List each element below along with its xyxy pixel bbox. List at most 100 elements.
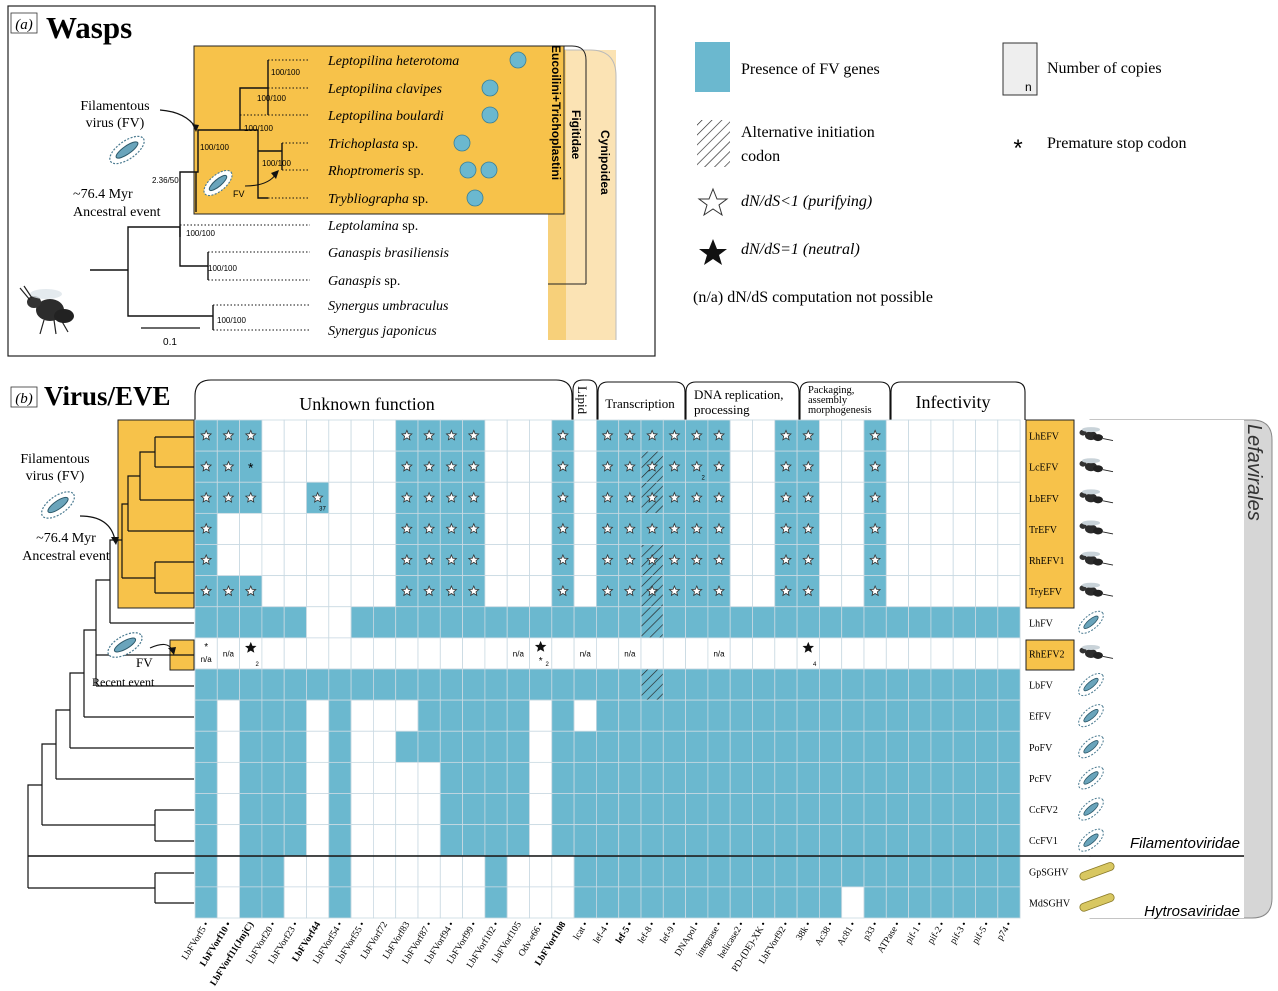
matrix-cell <box>952 761 976 794</box>
purifying-star <box>802 491 815 503</box>
matrix-cell <box>774 824 798 857</box>
na-mark: n/a <box>513 649 525 658</box>
purifying-star <box>802 522 815 534</box>
matrix-cell <box>640 761 664 794</box>
matrix-cell <box>662 855 686 888</box>
matrix-cell <box>462 637 486 670</box>
purifying-star <box>646 522 659 534</box>
matrix-cell <box>952 419 976 452</box>
ancestral-highlight <box>117 419 195 609</box>
matrix-cell <box>930 450 954 483</box>
matrix-cell <box>997 544 1021 577</box>
matrix-cell <box>283 699 307 732</box>
gene-label: lcat • <box>572 920 591 942</box>
purifying-star <box>423 429 436 441</box>
taxon-label: Leptopilina boulardi <box>327 109 444 124</box>
matrix-cell <box>863 730 887 763</box>
matrix-cell <box>863 637 887 670</box>
matrix-cell <box>662 637 686 670</box>
purifying-star <box>423 460 436 472</box>
purifying-star <box>690 429 703 441</box>
matrix-cell <box>662 793 686 826</box>
matrix-cell <box>796 824 820 857</box>
stop-codon-mark: * <box>539 656 543 667</box>
matrix-cell <box>573 606 597 639</box>
matrix-cell <box>707 699 731 732</box>
purifying-star <box>445 460 458 472</box>
matrix-cell <box>908 544 932 577</box>
ancestral-b-2: Ancestral event <box>22 549 110 564</box>
matrix-cell <box>841 450 865 483</box>
matrix-cell <box>573 855 597 888</box>
matrix-cell <box>372 855 397 888</box>
matrix-cell <box>729 544 753 577</box>
matrix-cell <box>752 544 776 577</box>
legend-copies-swatch <box>1002 42 1038 96</box>
matrix-cell <box>506 606 530 639</box>
virus-icon <box>1078 828 1104 852</box>
matrix-cell <box>350 855 374 888</box>
matrix-cell <box>752 637 776 670</box>
purifying-star <box>467 429 480 441</box>
matrix-cell <box>573 730 597 763</box>
matrix-cell <box>729 886 753 919</box>
matrix-cell <box>707 824 731 857</box>
matrix-cell <box>283 606 307 639</box>
matrix-cell <box>551 761 575 794</box>
matrix-cell <box>863 606 887 639</box>
matrix-cell <box>372 544 397 577</box>
matrix-cell <box>261 450 285 483</box>
wasp-ovipositor <box>1102 500 1114 504</box>
fv-presence-dot <box>481 79 499 97</box>
matrix-cell <box>819 606 843 639</box>
matrix-cell <box>975 637 999 670</box>
matrix-cell <box>930 793 954 826</box>
purifying-star <box>623 553 636 566</box>
purifying-star <box>423 584 436 597</box>
purifying-star <box>646 584 659 597</box>
virus-tree <box>27 436 194 904</box>
matrix-cell <box>819 637 843 670</box>
matrix-cell <box>707 761 731 794</box>
purifying-star <box>646 491 659 503</box>
fv-presence-dot <box>480 161 498 179</box>
matrix-cell <box>952 606 976 639</box>
wasp-ovipositor <box>1102 438 1114 442</box>
matrix-cell <box>551 637 575 670</box>
purifying-star <box>200 553 213 566</box>
gene-label: pif-5 • <box>970 920 992 946</box>
fv-presence-dot <box>509 51 527 69</box>
matrix-cell <box>573 450 597 483</box>
matrix-cell <box>350 793 374 826</box>
matrix-cell <box>573 668 597 701</box>
matrix-cell <box>975 544 999 577</box>
virus-core <box>1083 771 1099 785</box>
matrix-cell <box>685 606 709 639</box>
category-headers <box>194 379 1026 420</box>
matrix-cell <box>975 575 999 608</box>
virus-core <box>1083 833 1099 847</box>
wasp-tree-tips <box>180 51 527 331</box>
taxon-label: Ganaspis brasiliensis <box>328 246 450 261</box>
matrix-cell <box>975 824 999 857</box>
wasp-wing <box>1082 427 1100 433</box>
gene-label: 38k • <box>795 920 814 942</box>
matrix-cell <box>819 512 843 545</box>
fv-b-short: FV <box>136 655 153 670</box>
matrix-cell <box>863 886 887 919</box>
purifying-star <box>668 522 681 534</box>
matrix-cell <box>484 637 508 670</box>
legend-hatch-swatch <box>697 120 730 167</box>
wasp-wing <box>1082 644 1100 650</box>
matrix-cell <box>796 668 820 701</box>
taxon-label: Rhoptromeris sp. <box>327 164 424 179</box>
matrix-cell <box>975 699 999 732</box>
matrix-cell <box>194 793 218 826</box>
matrix-cell <box>952 855 976 888</box>
matrix-cell <box>261 730 285 763</box>
support-4: 100/100 <box>262 159 291 168</box>
matrix-cell <box>529 824 553 857</box>
matrix-cell <box>997 855 1021 888</box>
matrix-cell <box>997 824 1021 857</box>
matrix-cell <box>306 793 330 826</box>
